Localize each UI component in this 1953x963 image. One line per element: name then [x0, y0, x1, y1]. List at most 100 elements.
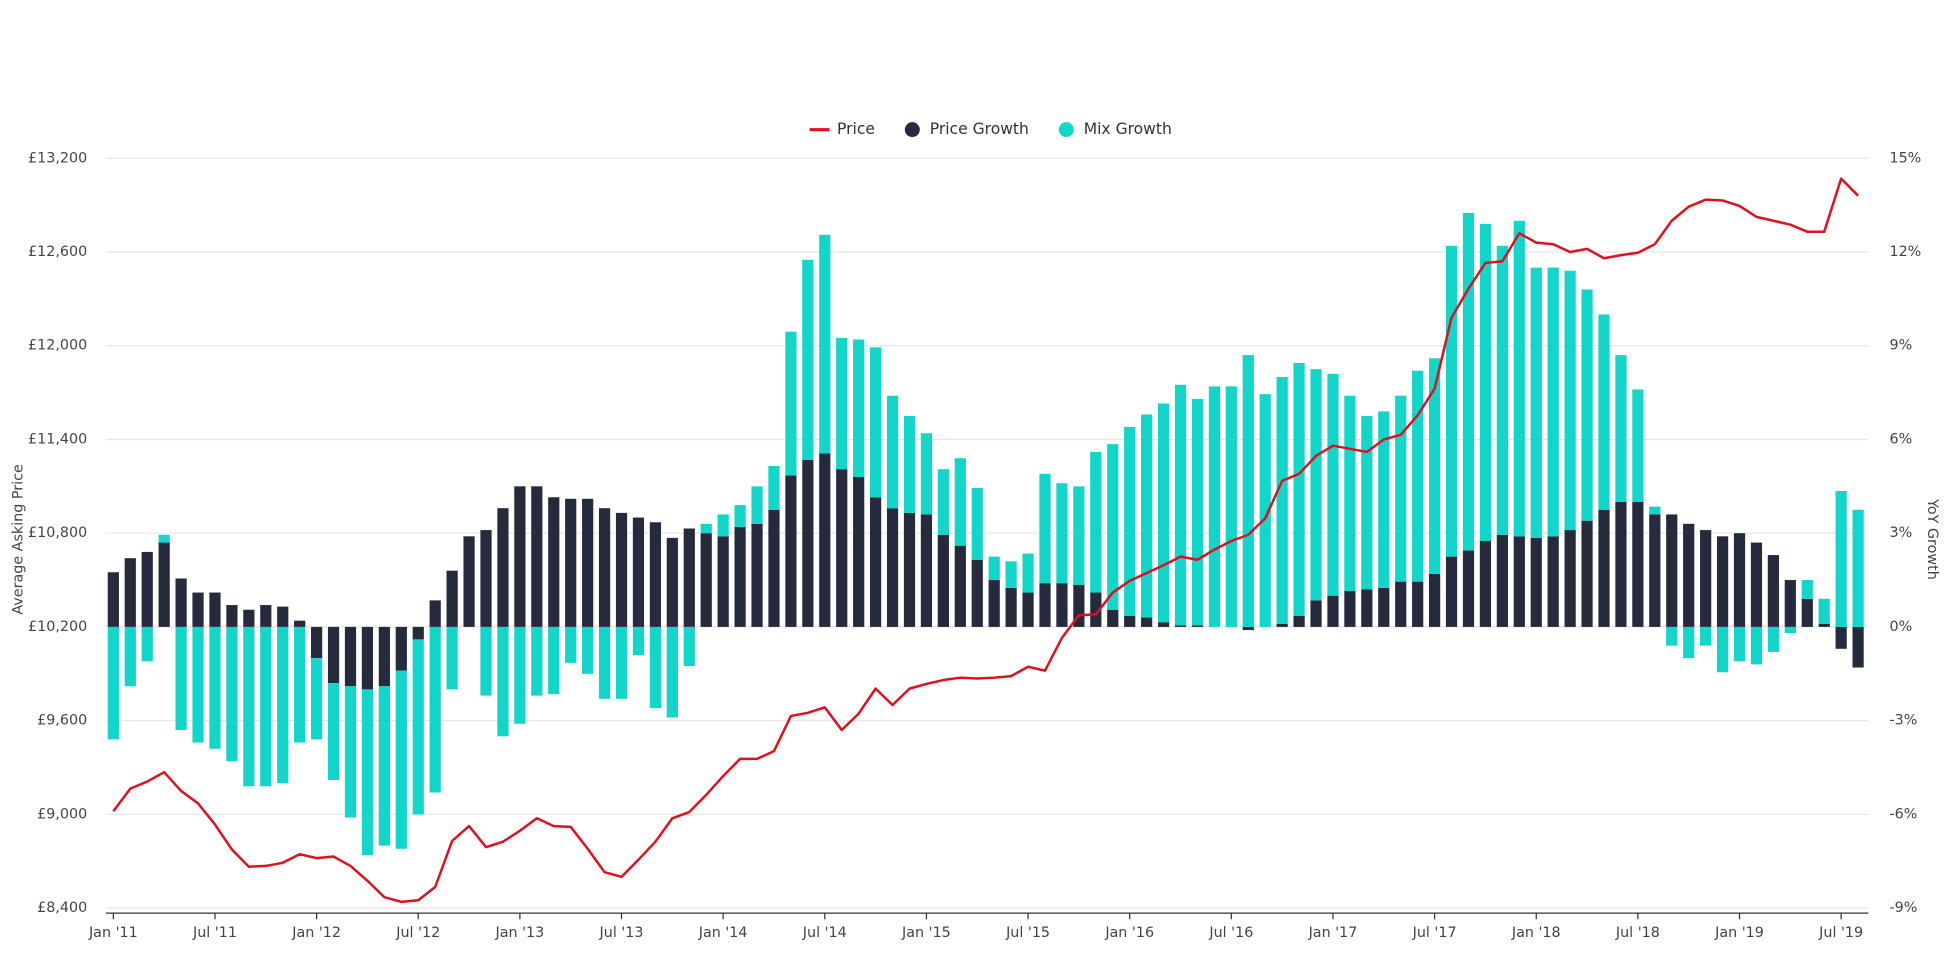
bar	[1276, 623, 1288, 627]
bar	[1683, 626, 1695, 659]
legend-swatch	[904, 122, 920, 138]
bar	[277, 626, 289, 784]
bar	[429, 626, 441, 793]
x-tick-label: Jan '18	[1511, 925, 1561, 941]
bar	[1395, 395, 1407, 582]
bar	[1378, 587, 1390, 627]
bar	[327, 626, 340, 684]
bar	[1784, 626, 1796, 634]
bar	[480, 626, 492, 696]
bar	[598, 508, 611, 627]
bar	[1615, 355, 1627, 502]
bar	[1022, 553, 1034, 593]
bar	[1395, 581, 1407, 627]
y-tick-label: £13,200	[28, 150, 87, 166]
bar	[1276, 376, 1288, 624]
bar	[344, 686, 357, 818]
bar	[1242, 626, 1254, 631]
bar	[1073, 584, 1085, 627]
bar	[1801, 580, 1813, 599]
bar	[1462, 212, 1475, 551]
bar	[1107, 609, 1119, 627]
y2-tick-label: -6%	[1889, 806, 1917, 822]
bar	[1090, 592, 1102, 627]
bar	[243, 626, 255, 787]
bar	[294, 626, 306, 743]
bar	[1445, 556, 1458, 627]
bar	[192, 592, 204, 627]
bar	[1835, 491, 1847, 627]
bar	[463, 536, 475, 627]
bar	[1666, 626, 1678, 646]
bar	[1581, 289, 1593, 521]
bar	[1005, 587, 1017, 627]
bar	[429, 600, 441, 627]
y-axis-title: Average Asking Price	[11, 464, 27, 615]
bar	[1378, 411, 1390, 588]
bar	[514, 486, 526, 627]
bar	[988, 580, 1000, 627]
bar	[1225, 386, 1237, 627]
bar	[1022, 592, 1034, 627]
x-tick-label: Jul '17	[1412, 925, 1457, 941]
y2-tick-label: 3%	[1889, 525, 1912, 541]
bar	[1581, 520, 1593, 627]
bar	[1124, 426, 1136, 616]
y-tick-label: £8,400	[37, 900, 87, 916]
bar	[1818, 598, 1830, 624]
x-tick-label: Jan '14	[698, 925, 748, 941]
y-tick-label: £12,000	[28, 338, 87, 354]
bar	[1412, 370, 1424, 582]
bar	[1090, 451, 1102, 593]
bar	[446, 570, 458, 627]
bar	[311, 658, 323, 740]
price-line	[112, 177, 1859, 904]
bar	[1649, 514, 1661, 627]
bar	[1564, 530, 1576, 627]
bar	[1310, 600, 1322, 627]
bar	[768, 509, 780, 627]
bar	[1056, 583, 1068, 627]
bar	[531, 626, 543, 696]
bar	[1445, 245, 1458, 557]
bar	[1530, 537, 1542, 627]
bar	[1462, 550, 1475, 627]
x-tick-label: Jan '19	[1714, 925, 1764, 941]
y2-tick-label: -9%	[1889, 900, 1917, 916]
y2-tick-label: 6%	[1889, 431, 1912, 447]
bar	[1683, 523, 1695, 627]
bar	[886, 508, 899, 627]
bar	[1767, 555, 1779, 627]
x-tick-label: Jul '11	[192, 925, 237, 941]
bar	[734, 526, 746, 627]
bar	[1784, 580, 1796, 627]
bar	[1513, 536, 1525, 627]
bar	[1191, 625, 1204, 627]
bar	[666, 537, 678, 627]
y-tick-label: £10,800	[28, 525, 87, 541]
bar	[497, 508, 509, 627]
bar	[209, 626, 221, 749]
bar	[1733, 533, 1746, 627]
legend-label: Price Growth	[930, 120, 1029, 138]
y2-tick-label: 0%	[1889, 619, 1912, 635]
bar	[1039, 473, 1051, 584]
bar	[548, 497, 560, 627]
y-tick-label: £12,600	[28, 244, 87, 260]
bar	[1361, 589, 1373, 627]
bar	[378, 686, 390, 846]
bar	[1293, 362, 1305, 616]
y2-tick-label: 9%	[1889, 338, 1912, 354]
bar	[1479, 541, 1492, 627]
y-tick-label: £9,600	[37, 713, 87, 729]
bar	[277, 606, 289, 627]
legend-swatch	[1058, 122, 1074, 138]
bar	[226, 626, 238, 762]
bar	[124, 626, 136, 687]
bar	[632, 517, 645, 627]
bar	[683, 528, 695, 627]
x-tick-label: Jan '13	[495, 925, 545, 941]
bar	[700, 533, 712, 627]
bar	[565, 626, 577, 663]
x-tick-label: Jul '16	[1208, 925, 1253, 941]
